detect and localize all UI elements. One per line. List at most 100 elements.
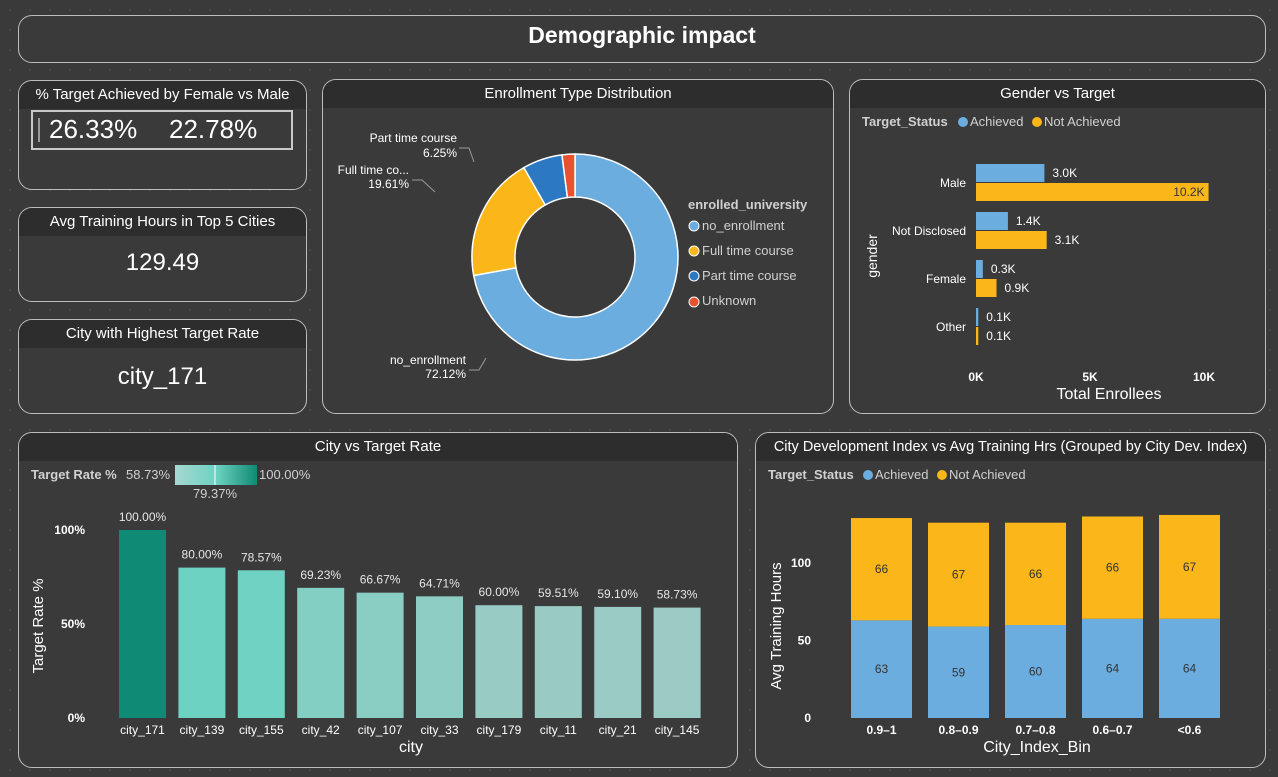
cdi-card[interactable]: City Development Index vs Avg Training H… [755,432,1266,768]
enroll-label-no-pct: 72.12% [425,367,466,381]
city-bar-city-139[interactable] [178,567,226,718]
city-ylabel: Target Rate % [30,578,47,673]
gender-bar-value: 0.9K [1005,281,1030,295]
kpi-title-avg-training: Avg Training Hours in Top 5 Cities [19,208,306,236]
gender-bar-value: 1.4K [1016,214,1041,228]
kpi-female-value: 26.33% [49,114,138,144]
legend-marker-no-enrollment [688,220,700,232]
cdi-bar-not-achieved[interactable] [1005,522,1066,625]
city-x-tick: city_107 [358,723,403,737]
enroll-label-part-pct: 6.25% [423,146,457,160]
city-x-tick: city_155 [239,723,284,737]
city-bar-city-179[interactable] [475,605,523,718]
gender-bar-achieved[interactable] [976,308,979,326]
legend-marker-full-time [688,245,700,257]
gender-title: Gender vs Target [850,80,1265,108]
cdi-legend-title: Target_Status [768,467,854,482]
city-legend-max: 100.00% [259,467,311,482]
cdi-value-not-achieved: 66 [875,562,889,576]
enroll-legend-title: enrolled_university [688,197,808,212]
gender-bar-value: 3.0K [1052,166,1077,180]
cdi-value-not-achieved: 66 [1029,567,1043,581]
city-legend-gradient [175,465,257,485]
title-card: Demographic impact [18,15,1266,63]
gender-bar-not-achieved[interactable] [976,231,1047,249]
cdi-bar-not-achieved[interactable] [1082,516,1143,619]
cdi-legend-marker-achieved [863,470,873,480]
gender-card[interactable]: Gender vs Target Target_Status Achieved … [849,79,1266,414]
cdi-x-tick: 0.9–1 [866,723,896,737]
city-bar-city-33[interactable] [416,596,463,718]
gender-bar-achieved[interactable] [976,212,1008,230]
legend-part-time[interactable]: Part time course [702,268,797,283]
cdi-title: City Development Index vs Avg Training H… [756,433,1265,461]
cdi-x-tick: 0.8–0.9 [938,723,978,737]
legend-unknown[interactable]: Unknown [702,293,756,308]
cdi-x-tick: 0.6–0.7 [1092,723,1132,737]
gender-category-label: Other [936,320,966,334]
cdi-bar-achieved[interactable] [928,626,989,718]
cdi-value-not-achieved: 67 [1183,560,1197,574]
gender-bar-not-achieved[interactable] [976,279,997,297]
kpi-title-female-male: % Target Achieved by Female vs Male [19,81,306,109]
cdi-ylabel: Avg Training Hours [768,562,785,689]
cdi-x-tick: 0.7–0.8 [1015,723,1055,737]
city-bar-value: 80.00% [182,548,223,562]
cdi-y-tick: 50 [798,634,812,648]
kpi-card-female-male[interactable]: % Target Achieved by Female vs Male 26.3… [18,80,307,190]
cdi-bar-achieved[interactable] [1159,618,1220,718]
cdi-value-achieved: 64 [1183,661,1197,675]
city-y-tick: 0% [68,711,86,725]
gender-bar-achieved[interactable] [976,260,983,278]
gender-bar-achieved[interactable] [976,164,1045,182]
gender-ylabel: gender [864,234,880,278]
cdi-bar-not-achieved[interactable] [1159,514,1220,619]
donut-slice-no-enrollment[interactable] [472,153,679,361]
gender-bar-value: 0.1K [986,310,1011,324]
enroll-label-no-name: no_enrollment [390,353,467,367]
city-y-tick: 100% [54,523,85,537]
city-bar-value: 64.71% [419,576,460,590]
enrollment-chart: Part time course 6.25% Full time co... 1… [338,131,808,381]
kpi-top-city-value: city_171 [117,363,208,390]
city-bar-city-145[interactable] [653,607,701,718]
city-legend-title: Target Rate % [31,467,117,482]
city-bar-city-171[interactable] [119,530,166,718]
cdi-bar-achieved[interactable] [851,620,912,718]
city-bar-city-42[interactable] [297,587,345,718]
cdi-bar-achieved[interactable] [1082,618,1143,718]
legend-no-enrollment[interactable]: no_enrollment [702,218,785,233]
cdi-bar-not-achieved[interactable] [928,522,989,627]
cdi-bar-not-achieved[interactable] [851,518,912,621]
kpi-card-avg-training[interactable]: Avg Training Hours in Top 5 Cities 129.4… [18,207,307,302]
gender-legend-not-achieved[interactable]: Not Achieved [1044,114,1121,129]
cdi-chart: Target_Status Achieved Not Achieved 0 50 1… [768,467,1220,756]
enroll-label-part-name: Part time course [370,131,458,145]
city-bar-city-11[interactable] [534,606,582,718]
city-bar-value: 59.10% [597,587,638,601]
city-bar-city-107[interactable] [356,592,404,718]
city-bar-city-21[interactable] [594,606,642,718]
cdi-value-achieved: 59 [952,665,966,679]
city-x-tick: city_11 [540,723,577,737]
kpi-card-top-city[interactable]: City with Highest Target Rate city_171 [18,319,307,414]
city-bar-value: 100.00% [119,510,167,524]
gender-legend-marker-not-achieved [1032,117,1042,127]
city-x-tick: city_33 [420,723,458,737]
kpi-male-value: 22.78% [169,114,258,144]
cdi-legend-achieved[interactable]: Achieved [875,467,928,482]
cdi-bar-achieved[interactable] [1005,625,1066,718]
cdi-legend-not-achieved[interactable]: Not Achieved [949,467,1026,482]
enroll-leader-full [412,179,436,193]
donut-slice-unknown[interactable] [561,153,576,199]
city-x-tick: city_171 [120,723,165,737]
city-legend-mid: 79.37% [193,486,238,501]
gender-legend-achieved[interactable]: Achieved [970,114,1023,129]
legend-full-time[interactable]: Full time course [702,243,794,258]
city-bar-city-155[interactable] [237,570,285,718]
enrollment-card[interactable]: Enrollment Type Distribution Part time c… [322,79,834,414]
city-x-tick: city_21 [599,723,637,737]
gender-bar-not-achieved[interactable] [976,327,979,345]
city-card[interactable]: City vs Target Rate Target Rate % 58.73%… [18,432,738,768]
gender-bar-not-achieved[interactable] [976,183,1209,201]
